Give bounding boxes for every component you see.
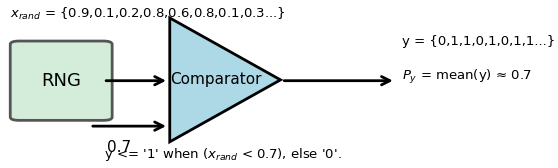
FancyBboxPatch shape bbox=[10, 41, 112, 120]
Text: y <= '1' when ($x_{rand}$ < 0.7), else '0'.: y <= '1' when ($x_{rand}$ < 0.7), else '… bbox=[104, 146, 342, 163]
Text: Comparator: Comparator bbox=[171, 72, 262, 87]
Text: $x_{rand}$ = {0.9,0.1,0.2,0.8,0.6,0.8,0.1,0.3...}: $x_{rand}$ = {0.9,0.1,0.2,0.8,0.6,0.8,0.… bbox=[10, 6, 286, 23]
Text: 0.7: 0.7 bbox=[107, 140, 131, 155]
Text: $P_y$ = mean(y) ≈ 0.7: $P_y$ = mean(y) ≈ 0.7 bbox=[402, 68, 532, 86]
Text: RNG: RNG bbox=[41, 72, 81, 90]
Text: y = {0,1,1,0,1,0,1,1...}: y = {0,1,1,0,1,0,1,1...} bbox=[402, 35, 556, 48]
Polygon shape bbox=[170, 18, 281, 142]
